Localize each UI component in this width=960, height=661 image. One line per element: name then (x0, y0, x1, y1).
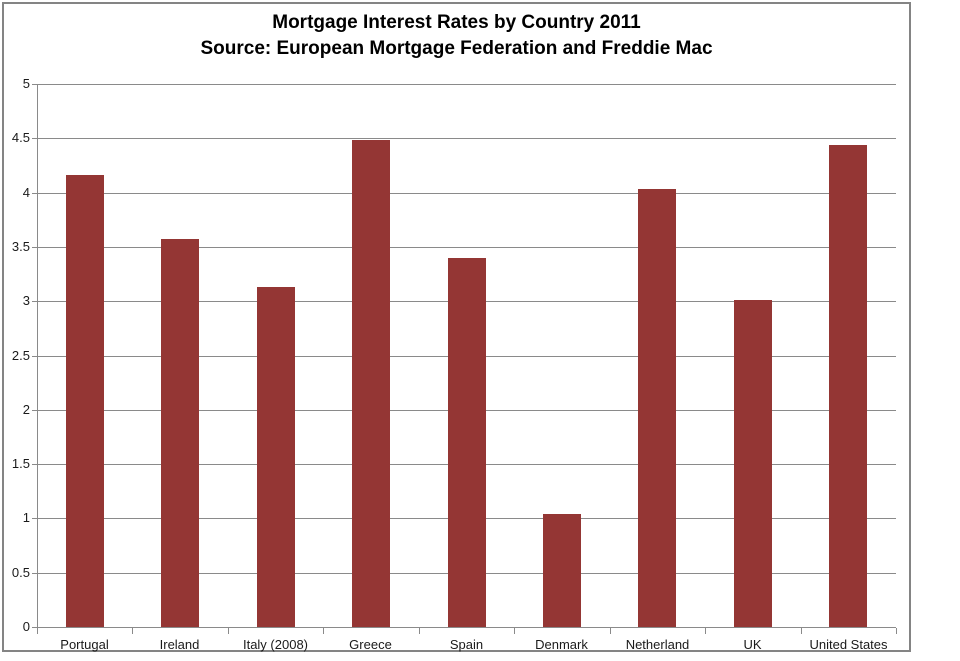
bar-portugal (66, 175, 104, 627)
x-tick-mark (323, 628, 324, 634)
x-category-label: UK (743, 637, 762, 652)
y-tick-mark (32, 464, 37, 465)
x-category-label: Denmark (535, 637, 588, 652)
x-tick-mark (610, 628, 611, 634)
x-category-label: United States (809, 637, 888, 652)
y-tick-mark (32, 573, 37, 574)
bar-united-states (829, 145, 867, 627)
y-tick-label: 2 (22, 402, 30, 417)
bar-netherland (638, 189, 676, 627)
bar-ireland (161, 239, 199, 627)
x-tick-mark (514, 628, 515, 634)
gridline (37, 247, 896, 248)
y-tick-mark (32, 410, 37, 411)
bar-spain (448, 258, 486, 627)
x-tick-mark (419, 628, 420, 634)
y-tick-label: 4.5 (11, 130, 30, 145)
x-tick-mark (705, 628, 706, 634)
y-tick-label: 1 (22, 510, 30, 525)
x-tick-mark (37, 628, 38, 634)
y-tick-mark (32, 627, 37, 628)
y-tick-mark (32, 193, 37, 194)
plot-area: 0 0.5 1 1.5 2 2.5 3 3.5 4 4.5 5 Portugal Ireland Ital… (4, 4, 909, 652)
x-category-label: Italy (2008) (242, 637, 309, 652)
y-tick-label: 0.5 (11, 565, 30, 580)
y-tick-label: 3 (22, 293, 30, 308)
chart-title: Mortgage Interest Rates by Country 2011 (272, 12, 641, 33)
y-tick-mark (32, 84, 37, 85)
y-tick-mark (32, 247, 37, 248)
y-tick-label: 2.5 (11, 348, 30, 363)
y-tick-mark (32, 138, 37, 139)
x-category-label: Portugal (60, 637, 109, 652)
x-category-label: Spain (449, 637, 484, 652)
y-axis-line (37, 84, 38, 628)
x-category-label: Ireland (159, 637, 200, 652)
y-tick-mark (32, 301, 37, 302)
y-tick-label: 4 (22, 185, 30, 200)
y-tick-mark (32, 356, 37, 357)
x-tick-mark (132, 628, 133, 634)
bar-uk (734, 300, 772, 627)
x-tick-mark (228, 628, 229, 634)
gridline (37, 84, 896, 85)
chart-title-block: Mortgage Interest Rates by Country 2011 … (4, 10, 909, 62)
bar-greece (352, 140, 390, 627)
bar-denmark (543, 514, 581, 627)
chart-frame: Mortgage Interest Rates by Country 2011 … (2, 2, 911, 652)
y-tick-label: 0 (22, 619, 30, 634)
gridline (37, 193, 896, 194)
x-category-label: Greece (349, 637, 392, 652)
x-category-label: Netherland (625, 637, 690, 652)
y-tick-label: 5 (22, 76, 30, 91)
y-tick-label: 3.5 (11, 239, 30, 254)
x-tick-mark (896, 628, 897, 634)
y-tick-label: 1.5 (11, 456, 30, 471)
x-axis-line (37, 627, 896, 628)
chart-subtitle: Source: European Mortgage Federation and… (200, 38, 713, 59)
bar-italy-2008 (257, 287, 295, 627)
x-tick-mark (801, 628, 802, 634)
gridline (37, 138, 896, 139)
y-tick-mark (32, 518, 37, 519)
